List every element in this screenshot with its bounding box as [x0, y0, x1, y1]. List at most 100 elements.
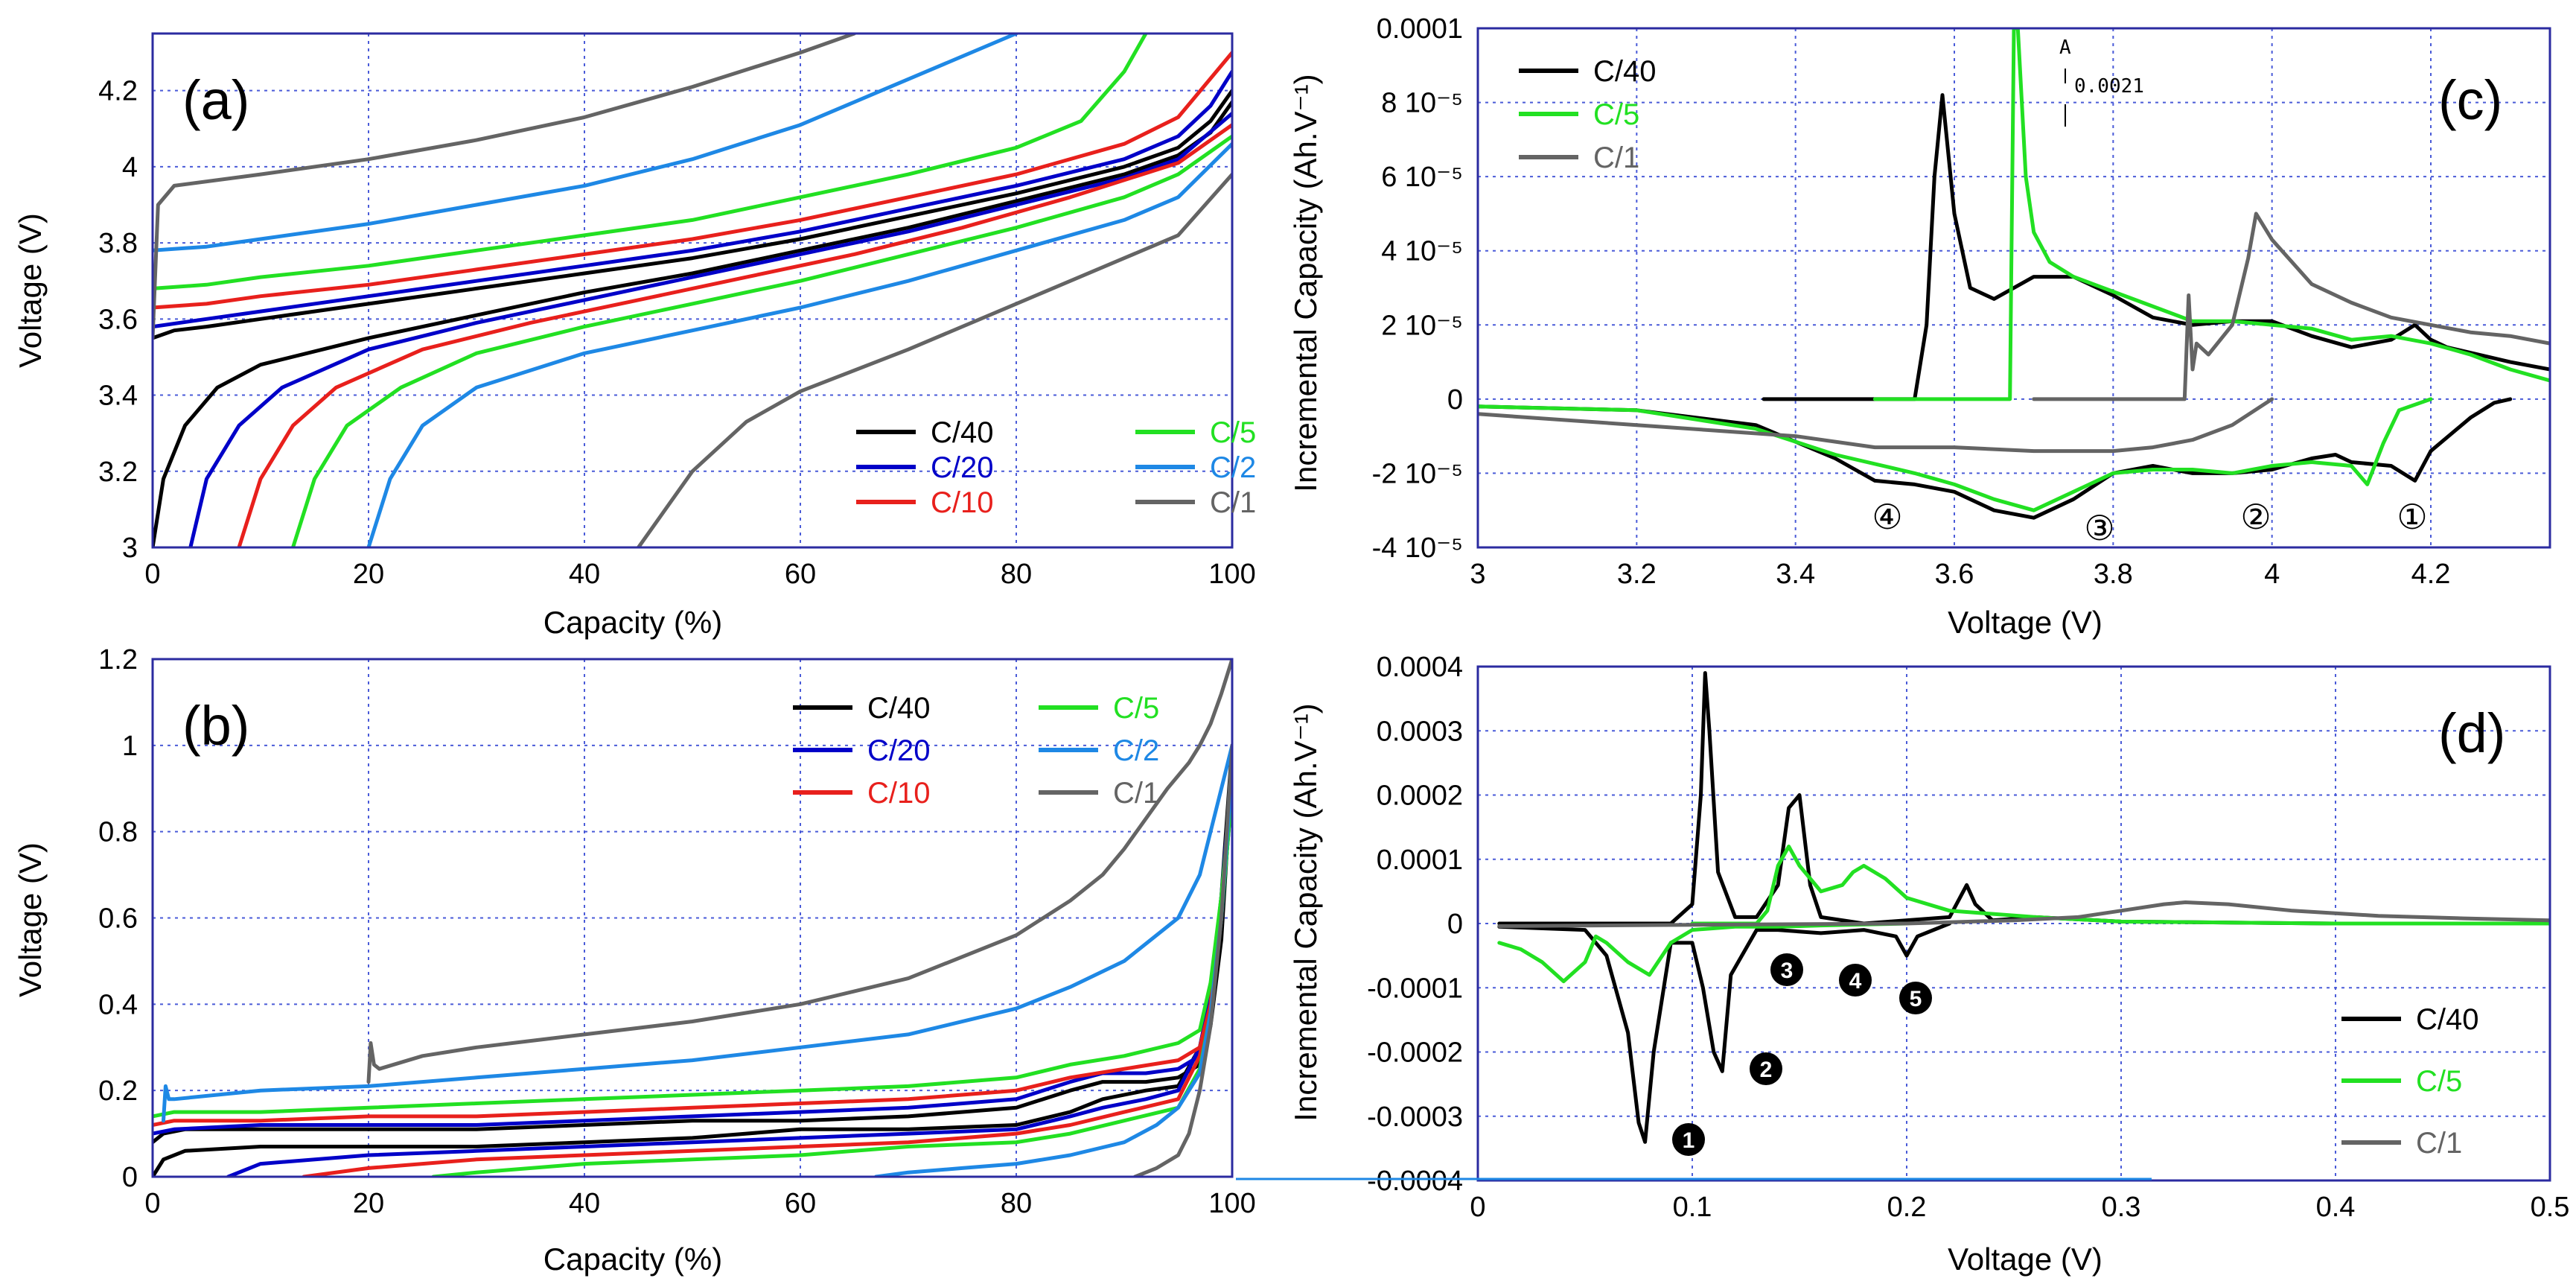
legend-label-c-40: C/40	[867, 692, 931, 725]
y-tick-label: 0.0001	[1377, 13, 1463, 45]
panel-d-x-ticks: 0 0.1 0.2 0.3 0.4 0.5	[1470, 1192, 2569, 1223]
x-tick-label: 0	[1470, 1192, 1485, 1223]
panel-b-curves	[153, 659, 1232, 1177]
panel-a-x-ticks: 0 20 40 60 80 100	[144, 559, 1255, 590]
series-line-c-5-charge	[153, 34, 1148, 290]
x-tick-label: 80	[1001, 559, 1032, 590]
x-tick-label: 0.3	[2102, 1192, 2141, 1223]
y-tick-label: 0.0003	[1377, 716, 1463, 747]
y-tick-label: 8 10⁻⁵	[1381, 88, 1463, 119]
panel-b-legend: C/40 C/20 C/10 C/5 C/2 C/1	[793, 692, 1159, 810]
legend-label-c-1: C/1	[1210, 486, 1256, 519]
y-tick-label: 3.2	[98, 457, 138, 488]
legend-label-c-1: C/1	[1113, 777, 1159, 810]
x-tick-label: 3	[1470, 559, 1485, 590]
x-tick-label: 0	[144, 1188, 160, 1219]
panel-b-y-ticks: 0 0.2 0.4 0.6 0.8 1 1.2	[98, 644, 138, 1193]
y-tick-label: 3.6	[98, 304, 138, 335]
series-line-c-5-charge	[1872, 28, 2550, 401]
panel-b-x-label: Capacity (%)	[543, 1242, 722, 1277]
series-line-c-1-charge	[2032, 212, 2550, 401]
y-tick-label: 0	[1447, 909, 1463, 940]
x-tick-label: 4.2	[2411, 559, 2451, 590]
peak-marker-number: 3	[1781, 959, 1794, 983]
panel-a-curves	[153, 34, 1232, 547]
y-tick-label: 0	[122, 1162, 138, 1193]
legend-label-c-40: C/40	[2416, 1003, 2479, 1036]
panel-c: 3 3.2 3.4 3.6 3.8 4 4.2 -4 10⁻⁵ -2 10⁻⁵ 0 2 10⁻⁵ 4…	[1288, 13, 2551, 640]
y-tick-label: 0.4	[98, 989, 138, 1020]
peak-marker-number: 4	[1849, 969, 1862, 994]
peak-marker-number: 5	[1910, 987, 1922, 1011]
legend-label-c-40: C/40	[1593, 55, 1657, 88]
legend-label-c-2: C/2	[1113, 734, 1159, 767]
x-tick-label: 3.8	[2094, 559, 2133, 590]
y-tick-label: 0.8	[98, 817, 138, 848]
peak-marker-number: 1	[1683, 1128, 1695, 1153]
series-line-c-1-discharge	[1478, 397, 2274, 454]
y-tick-label: 4 10⁻⁵	[1381, 236, 1463, 267]
series-line-c-10-charge	[153, 51, 1232, 310]
panel-a-label: (a)	[182, 69, 249, 131]
panel-b-label: (b)	[182, 695, 249, 757]
series-line-c-40-lithiation	[1497, 921, 1952, 1144]
y-tick-label: -0.0002	[1367, 1037, 1463, 1069]
panel-d-legend: C/40 C/5 C/1	[2341, 1003, 2479, 1160]
y-tick-label: -0.0004	[1367, 1166, 1463, 1197]
legend-label-c-2: C/2	[1210, 451, 1256, 484]
peak-marker	[1672, 1123, 1705, 1156]
y-tick-label: 4.2	[98, 76, 138, 107]
y-tick-label: -0.0003	[1367, 1102, 1463, 1133]
x-tick-label: 3.2	[1617, 559, 1657, 590]
y-tick-label: 3	[122, 533, 138, 564]
x-tick-label: 20	[353, 559, 384, 590]
x-tick-label: 4	[2264, 559, 2280, 590]
y-tick-label: -2 10⁻⁵	[1372, 458, 1463, 489]
x-tick-label: 60	[785, 559, 816, 590]
series-line-c-10-discharge	[237, 123, 1232, 547]
series-line-c-2-charge	[153, 34, 1018, 252]
y-tick-label: 3.8	[98, 228, 138, 259]
panel-d-y-label: Incremental Capacity (Ah.V⁻¹)	[1288, 703, 1323, 1121]
panel-a-y-label: Voltage (V)	[13, 213, 48, 368]
panel-a: 0 20 40 60 80 100 3 3.2 3.4 3.6 3.8 4 4.2 (a) Capac…	[13, 32, 1256, 640]
y-tick-label: 1	[122, 731, 138, 762]
panel-d-curves	[1497, 671, 2550, 1144]
series-line-c-5-discharge	[1478, 397, 2433, 512]
panel-c-annotations: A0.0021 ① ② ③ ④	[1872, 36, 2427, 548]
annotation-value: 0.0021	[2074, 75, 2144, 98]
series-line-c-1-upper	[366, 659, 1232, 1084]
panel-c-x-ticks: 3 3.2 3.4 3.6 3.8 4 4.2	[1470, 559, 2450, 590]
y-tick-label: 1.2	[98, 644, 138, 676]
series-line-c-40-discharge	[153, 100, 1232, 547]
y-tick-label: 0.6	[98, 903, 138, 935]
legend-label-c-5: C/5	[1113, 692, 1159, 725]
legend-label-c-40: C/40	[931, 416, 994, 449]
y-tick-label: 6 10⁻⁵	[1381, 162, 1463, 193]
panel-c-curves	[1478, 28, 2550, 520]
legend-label-c-5: C/5	[1210, 416, 1256, 449]
series-line-c-1-charge	[153, 34, 856, 340]
peak-marker-number: 2	[1760, 1058, 1773, 1082]
panel-b-x-ticks: 0 20 40 60 80 100	[144, 1188, 1255, 1219]
y-tick-label: 3.4	[98, 381, 138, 412]
x-tick-label: 100	[1208, 1188, 1255, 1219]
panel-a-legend: C/40C/20C/10 C/5C/2C/1	[856, 416, 1256, 519]
series-line-c-5-discharge	[291, 134, 1232, 547]
panel-b-frame	[151, 658, 1234, 1178]
legend-label-c-1: C/1	[2416, 1127, 2462, 1160]
annotation-a: A	[2059, 36, 2071, 59]
x-tick-label: 0.5	[2531, 1192, 2570, 1223]
panel-d-label: (d)	[2438, 702, 2505, 764]
peak-marker	[1839, 964, 1872, 997]
panel-d-x-label: Voltage (V)	[1948, 1242, 2102, 1277]
legend-label-c-5: C/5	[1593, 98, 1639, 131]
x-tick-label: 3.4	[1776, 559, 1815, 590]
x-tick-label: 0.1	[1673, 1192, 1712, 1223]
legend-label-c-5: C/5	[2416, 1065, 2462, 1098]
panel-a-x-label: Capacity (%)	[543, 605, 722, 640]
panel-c-label: (c)	[2438, 69, 2502, 131]
panel-c-x-label: Voltage (V)	[1948, 605, 2102, 640]
peak-marker	[1750, 1052, 1782, 1085]
